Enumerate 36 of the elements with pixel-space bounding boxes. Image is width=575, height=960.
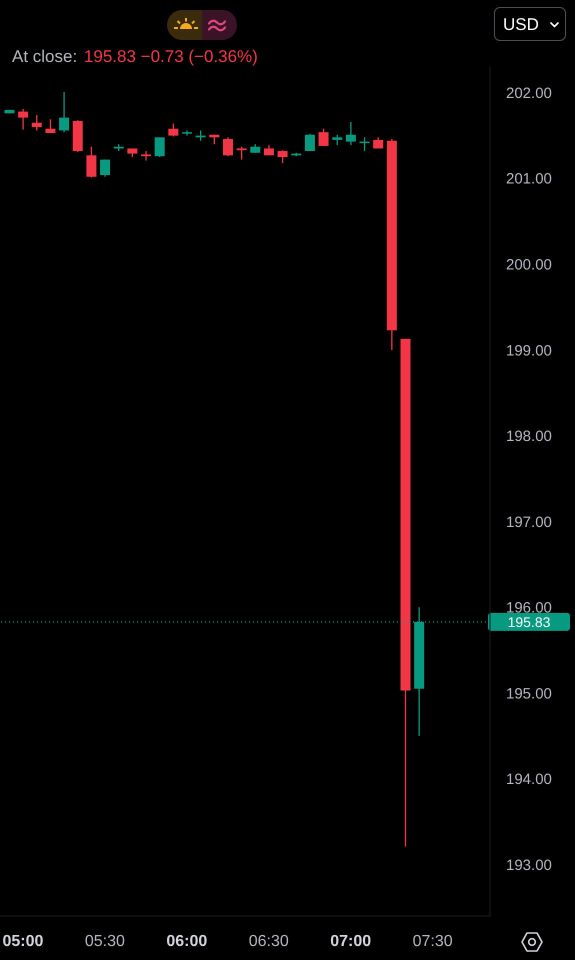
candlestick xyxy=(168,122,178,138)
candlestick xyxy=(278,150,288,164)
y-tick-label: 194.00 xyxy=(506,771,552,788)
dropdown: USD xyxy=(494,7,566,41)
chart-subtitle: At close: 195.83 −0.73 (−0.36%) xyxy=(12,47,258,66)
candlestick xyxy=(18,108,28,130)
candlestick xyxy=(360,136,370,152)
candlestick xyxy=(264,144,274,156)
candlestick xyxy=(222,136,233,157)
y-tick-label: 197.00 xyxy=(506,514,552,531)
x-tick-label: 06:00 xyxy=(166,933,208,950)
candlestick xyxy=(86,146,96,178)
x-tick-label: 05:30 xyxy=(84,933,125,950)
candlestick xyxy=(346,121,356,146)
y-tick-label: 200.00 xyxy=(506,256,552,274)
y-tick-label: 199.00 xyxy=(506,342,552,360)
candlestick xyxy=(332,134,342,146)
candlestick xyxy=(45,118,56,134)
candlestick xyxy=(304,133,315,152)
candlestick xyxy=(373,136,384,150)
candlestick xyxy=(59,91,70,133)
candlestick xyxy=(154,136,165,158)
candlestick xyxy=(196,130,206,142)
x-tick-label: 07:30 xyxy=(412,933,453,950)
candlestick xyxy=(318,128,329,147)
y-tick-label: 193.00 xyxy=(506,856,552,874)
y-tick-label: 195.00 xyxy=(506,685,552,702)
candlestick xyxy=(209,134,220,145)
y-tick-label: 202.00 xyxy=(506,84,552,102)
x-tick-label: 07:00 xyxy=(330,933,372,950)
x-tick-label: 05:00 xyxy=(2,933,44,950)
candlestick xyxy=(100,158,110,178)
y-tick-label: 198.00 xyxy=(506,428,552,446)
x-tick-label: 06:30 xyxy=(248,933,289,950)
candlestick xyxy=(32,114,42,132)
y-tick-label: 201.00 xyxy=(506,170,552,188)
